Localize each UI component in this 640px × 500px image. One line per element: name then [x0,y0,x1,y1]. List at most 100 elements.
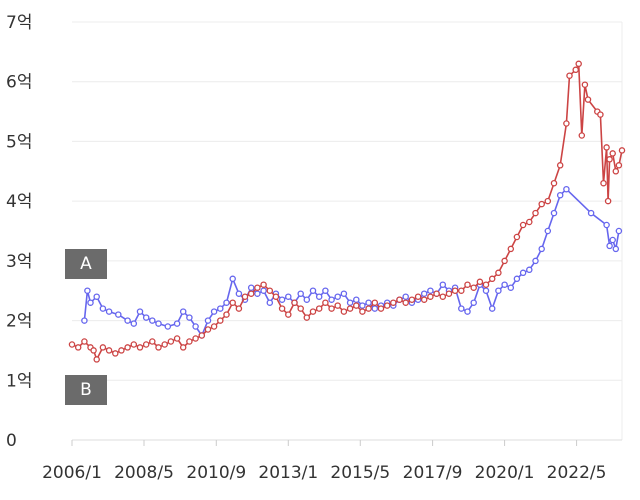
data-point[interactable] [315,293,323,300]
data-point[interactable] [99,305,107,312]
data-point[interactable] [142,314,150,321]
data-point[interactable] [402,293,409,300]
data-point[interactable] [420,290,428,297]
data-point[interactable] [439,293,447,300]
data-point[interactable] [136,308,144,315]
data-point[interactable] [612,168,620,175]
data-point[interactable] [260,281,267,288]
data-point[interactable] [93,356,100,363]
data-point[interactable] [328,296,335,303]
data-point[interactable] [155,320,162,327]
data-point[interactable] [550,209,558,217]
data-point[interactable] [538,245,545,253]
data-point[interactable] [297,305,304,312]
data-point[interactable] [99,344,107,351]
data-point[interactable] [149,317,156,324]
data-point[interactable] [235,290,243,297]
data-point[interactable] [192,323,199,330]
data-point[interactable] [603,221,610,229]
data-point[interactable] [81,317,88,324]
data-point[interactable] [136,344,144,351]
data-point[interactable] [167,338,175,345]
data-point[interactable] [346,299,354,306]
data-point[interactable] [550,179,558,187]
data-point[interactable] [371,305,379,312]
data-point[interactable] [254,290,261,297]
data-point[interactable] [309,287,317,294]
data-point[interactable] [297,290,304,297]
data-point[interactable] [501,281,508,288]
data-point[interactable] [604,197,612,205]
data-point[interactable] [328,305,335,312]
data-point[interactable] [130,341,138,348]
data-point[interactable] [247,290,255,297]
data-point[interactable] [315,305,323,312]
data-point[interactable] [155,344,162,351]
data-point[interactable] [204,326,212,333]
data-point[interactable] [544,227,552,235]
data-point[interactable] [115,311,122,318]
data-point[interactable] [538,200,545,208]
data-point[interactable] [179,308,187,315]
data-point[interactable] [597,111,604,118]
data-point[interactable] [581,81,589,88]
data-point[interactable] [606,156,613,163]
data-point[interactable] [130,320,138,327]
data-point[interactable] [210,323,218,330]
data-point[interactable] [563,120,570,127]
data-point[interactable] [414,293,422,300]
data-point[interactable] [606,242,613,250]
data-point[interactable] [572,66,579,74]
data-point[interactable] [427,293,434,300]
data-point[interactable] [112,350,119,357]
data-point[interactable] [278,296,286,303]
data-point[interactable] [488,275,496,283]
data-point[interactable] [488,305,496,312]
data-point[interactable] [603,144,610,151]
data-point[interactable] [84,287,91,294]
data-point[interactable] [507,245,515,253]
data-point[interactable] [266,287,274,294]
data-point[interactable] [285,293,292,300]
data-point[interactable] [445,290,453,297]
data-point[interactable] [87,299,94,306]
data-point[interactable] [365,305,372,312]
data-point[interactable] [173,335,181,342]
data-point[interactable] [495,287,502,294]
data-point[interactable] [584,96,592,103]
data-point[interactable] [303,314,311,321]
data-point[interactable] [526,266,533,274]
data-point[interactable] [223,311,230,318]
data-point[interactable] [526,218,533,226]
data-point[interactable] [291,299,298,306]
data-point[interactable] [179,344,187,351]
data-point[interactable] [322,287,329,294]
data-point[interactable] [272,293,280,300]
data-point[interactable] [93,293,100,300]
data-point[interactable] [587,209,595,217]
data-point[interactable] [81,338,88,345]
data-point[interactable] [618,147,626,154]
data-point[interactable] [427,287,434,294]
data-point[interactable] [566,72,573,79]
data-point[interactable] [223,299,230,306]
data-point[interactable] [210,308,218,315]
data-point[interactable] [507,284,515,291]
data-point[interactable] [482,281,490,288]
data-point[interactable] [383,302,391,309]
data-point[interactable] [408,296,416,303]
data-point[interactable] [513,275,521,283]
data-point[interactable] [476,278,484,286]
data-point[interactable] [235,305,243,312]
data-point[interactable] [377,305,385,312]
data-point[interactable] [600,179,607,187]
data-point[interactable] [433,290,440,297]
data-point[interactable] [470,284,477,291]
data-point[interactable] [556,191,564,199]
data-point[interactable] [217,305,224,312]
data-point[interactable] [260,287,267,294]
data-point[interactable] [615,162,623,169]
data-point[interactable] [609,236,616,244]
data-point[interactable] [420,296,428,303]
data-point[interactable] [254,284,261,291]
